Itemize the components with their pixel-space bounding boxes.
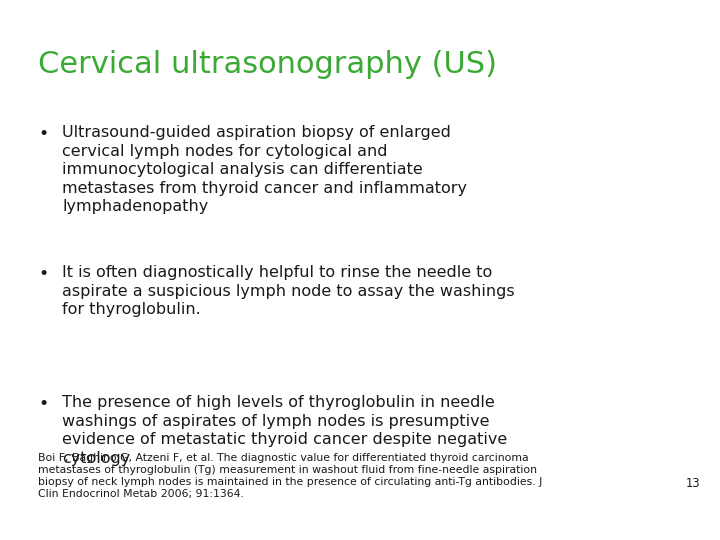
Text: Boi F, Baghino G, Atzeni F, et al. The diagnostic value for differentiated thyro: Boi F, Baghino G, Atzeni F, et al. The d… <box>38 453 528 463</box>
Text: 13: 13 <box>685 477 700 490</box>
Text: •: • <box>38 125 48 143</box>
Text: metastases of thyroglobulin (Tg) measurement in washout fluid from fine-needle a: metastases of thyroglobulin (Tg) measure… <box>38 465 537 475</box>
Text: Clin Endocrinol Metab 2006; 91:1364.: Clin Endocrinol Metab 2006; 91:1364. <box>38 489 244 499</box>
Text: The presence of high levels of thyroglobulin in needle
washings of aspirates of : The presence of high levels of thyroglob… <box>62 395 508 466</box>
Text: •: • <box>38 265 48 283</box>
Text: Cervical ultrasonography (US): Cervical ultrasonography (US) <box>38 50 497 79</box>
Text: It is often diagnostically helpful to rinse the needle to
aspirate a suspicious : It is often diagnostically helpful to ri… <box>62 265 515 317</box>
Text: Ultrasound-guided aspiration biopsy of enlarged
cervical lymph nodes for cytolog: Ultrasound-guided aspiration biopsy of e… <box>62 125 467 214</box>
Text: •: • <box>38 395 48 413</box>
Text: biopsy of neck lymph nodes is maintained in the presence of circulating anti-Tg : biopsy of neck lymph nodes is maintained… <box>38 477 542 487</box>
